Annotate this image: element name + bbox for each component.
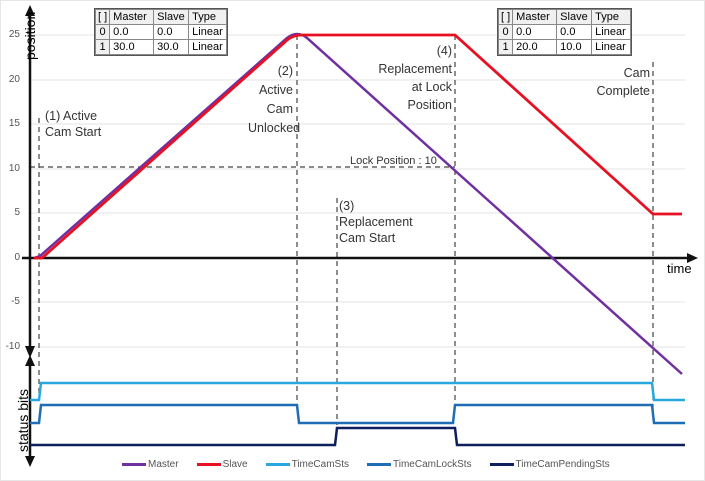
legend-item-timecampendingsts: TimeCamPendingSts: [489, 459, 610, 470]
table-header-row: [ ] Master Slave Type: [94, 9, 227, 25]
y-tick: -5: [11, 296, 20, 307]
cell-index: 1: [94, 39, 111, 55]
annotation-line: (4): [436, 44, 452, 58]
cell-slave: 0.0: [556, 24, 593, 40]
cell-master: 0.0: [512, 24, 558, 40]
legend-label: TimeCamPendingSts: [515, 459, 610, 470]
y-tick: -10: [5, 341, 20, 352]
annotation-line: Replacement: [378, 62, 452, 76]
legend-item-master: Master: [122, 459, 179, 470]
annotation-line: Active: [258, 83, 293, 97]
cell-type: Linear: [591, 39, 632, 55]
legend-label: Master: [148, 459, 179, 470]
cell-index: 0: [497, 24, 514, 40]
y-tick: 5: [14, 207, 20, 218]
event-markers: [30, 35, 654, 425]
legend-swatch-timecamsts: [265, 463, 290, 466]
annotation-replacement-lock-position: (4) Replacement at Lock Position: [370, 42, 452, 114]
status-axis-arrow-up-icon: [25, 355, 35, 366]
cell-master: 0.0: [109, 24, 155, 40]
cell-slave: 10.0: [556, 39, 593, 55]
header-type: Type: [591, 9, 632, 25]
y-tick: 20: [8, 74, 20, 85]
axes: [22, 5, 698, 467]
status-axis-arrow-down-icon: [25, 456, 35, 467]
legend-item-timecamsts: TimeCamSts: [265, 459, 349, 470]
x-axis-arrow-icon: [687, 253, 698, 263]
y-tick: 10: [8, 163, 20, 174]
y-axis-arrow-up-icon: [25, 5, 35, 16]
series-timecamsts: [30, 381, 685, 402]
y-axis-label: position: [22, 11, 38, 60]
cell-index: 1: [497, 39, 514, 55]
y-axis-arrow-down-icon: [25, 346, 35, 358]
series-slave: [34, 33, 682, 260]
annotation-line: Complete: [596, 84, 651, 98]
legend-swatch-timecamlocksts: [367, 463, 391, 466]
annotation-line: Cam Start: [45, 125, 102, 139]
annotation-line: Cam: [266, 102, 293, 116]
table-row: 0 0.0 0.0 Linear: [94, 24, 227, 40]
annotation-replacement-cam-start: (3) Replacement Cam Start: [339, 198, 413, 246]
header-master: Master: [512, 9, 558, 25]
annotation-line: Replacement: [339, 215, 413, 229]
series-timecamlocksts: [30, 403, 685, 425]
status-axis-label: status bits: [15, 388, 31, 452]
y-tick: 25: [8, 29, 20, 40]
table-row: 0 0.0 0.0 Linear: [497, 24, 632, 40]
legend-label: Slave: [222, 459, 248, 470]
annotation-line: at Lock: [411, 80, 452, 94]
header-index: [ ]: [497, 9, 514, 25]
y-tick: 15: [8, 118, 20, 129]
cell-slave: 0.0: [153, 24, 190, 40]
cam-table-replacement: [ ] Master Slave Type 0 0.0 0.0 Linear 1…: [496, 8, 633, 56]
x-axis-label: time: [667, 261, 692, 276]
header-index: [ ]: [94, 9, 111, 25]
header-master: Master: [109, 9, 155, 25]
annotation-line: Unlocked: [248, 121, 301, 135]
cell-index: 0: [94, 24, 111, 40]
annotation-line: Cam: [623, 66, 650, 80]
legend-label: TimeCamLockSts: [393, 459, 472, 470]
annotation-line: Position: [407, 98, 452, 112]
legend-item-timecamlocksts: TimeCamLockSts: [367, 459, 472, 470]
cell-slave: 30.0: [153, 39, 190, 55]
legend-label: TimeCamSts: [291, 459, 349, 470]
cell-master: 20.0: [512, 39, 558, 55]
series-master: [33, 32, 683, 375]
annotation-line: Cam Start: [339, 231, 396, 245]
series-timecampendingsts: [30, 426, 685, 447]
cam-table-active: [ ] Master Slave Type 0 0.0 0.0 Linear 1…: [94, 8, 228, 56]
lock-position-label: Lock Position : 10: [350, 155, 437, 167]
annotation-line: (1) Active: [45, 109, 98, 123]
legend-swatch-master: [122, 463, 146, 466]
annotation-line: (3): [339, 199, 355, 213]
table-header-row: [ ] Master Slave Type: [497, 9, 632, 25]
annotation-active-cam-start: (1) Active Cam Start: [45, 108, 101, 140]
legend-swatch-timecampendingsts: [489, 463, 514, 466]
chart-legend: Master Slave TimeCamSts TimeCamLockSts T…: [122, 459, 610, 470]
y-tick: 0: [14, 252, 20, 263]
table-row: 1 30.0 30.0 Linear: [94, 39, 227, 55]
cell-master: 30.0: [109, 39, 155, 55]
legend-swatch-slave: [196, 463, 221, 466]
annotation-active-cam-unlocked: (2) Active Cam Unlocked: [248, 62, 301, 138]
legend-item-slave: Slave: [196, 459, 248, 470]
header-type: Type: [188, 9, 227, 25]
annotation-cam-complete: Cam Complete: [590, 64, 651, 100]
cell-type: Linear: [188, 39, 227, 55]
cell-type: Linear: [591, 24, 632, 40]
table-row: 1 20.0 10.0 Linear: [497, 39, 632, 55]
header-slave: Slave: [153, 9, 190, 25]
annotation-line: (2): [277, 64, 293, 78]
header-slave: Slave: [556, 9, 593, 25]
cell-type: Linear: [188, 24, 227, 40]
